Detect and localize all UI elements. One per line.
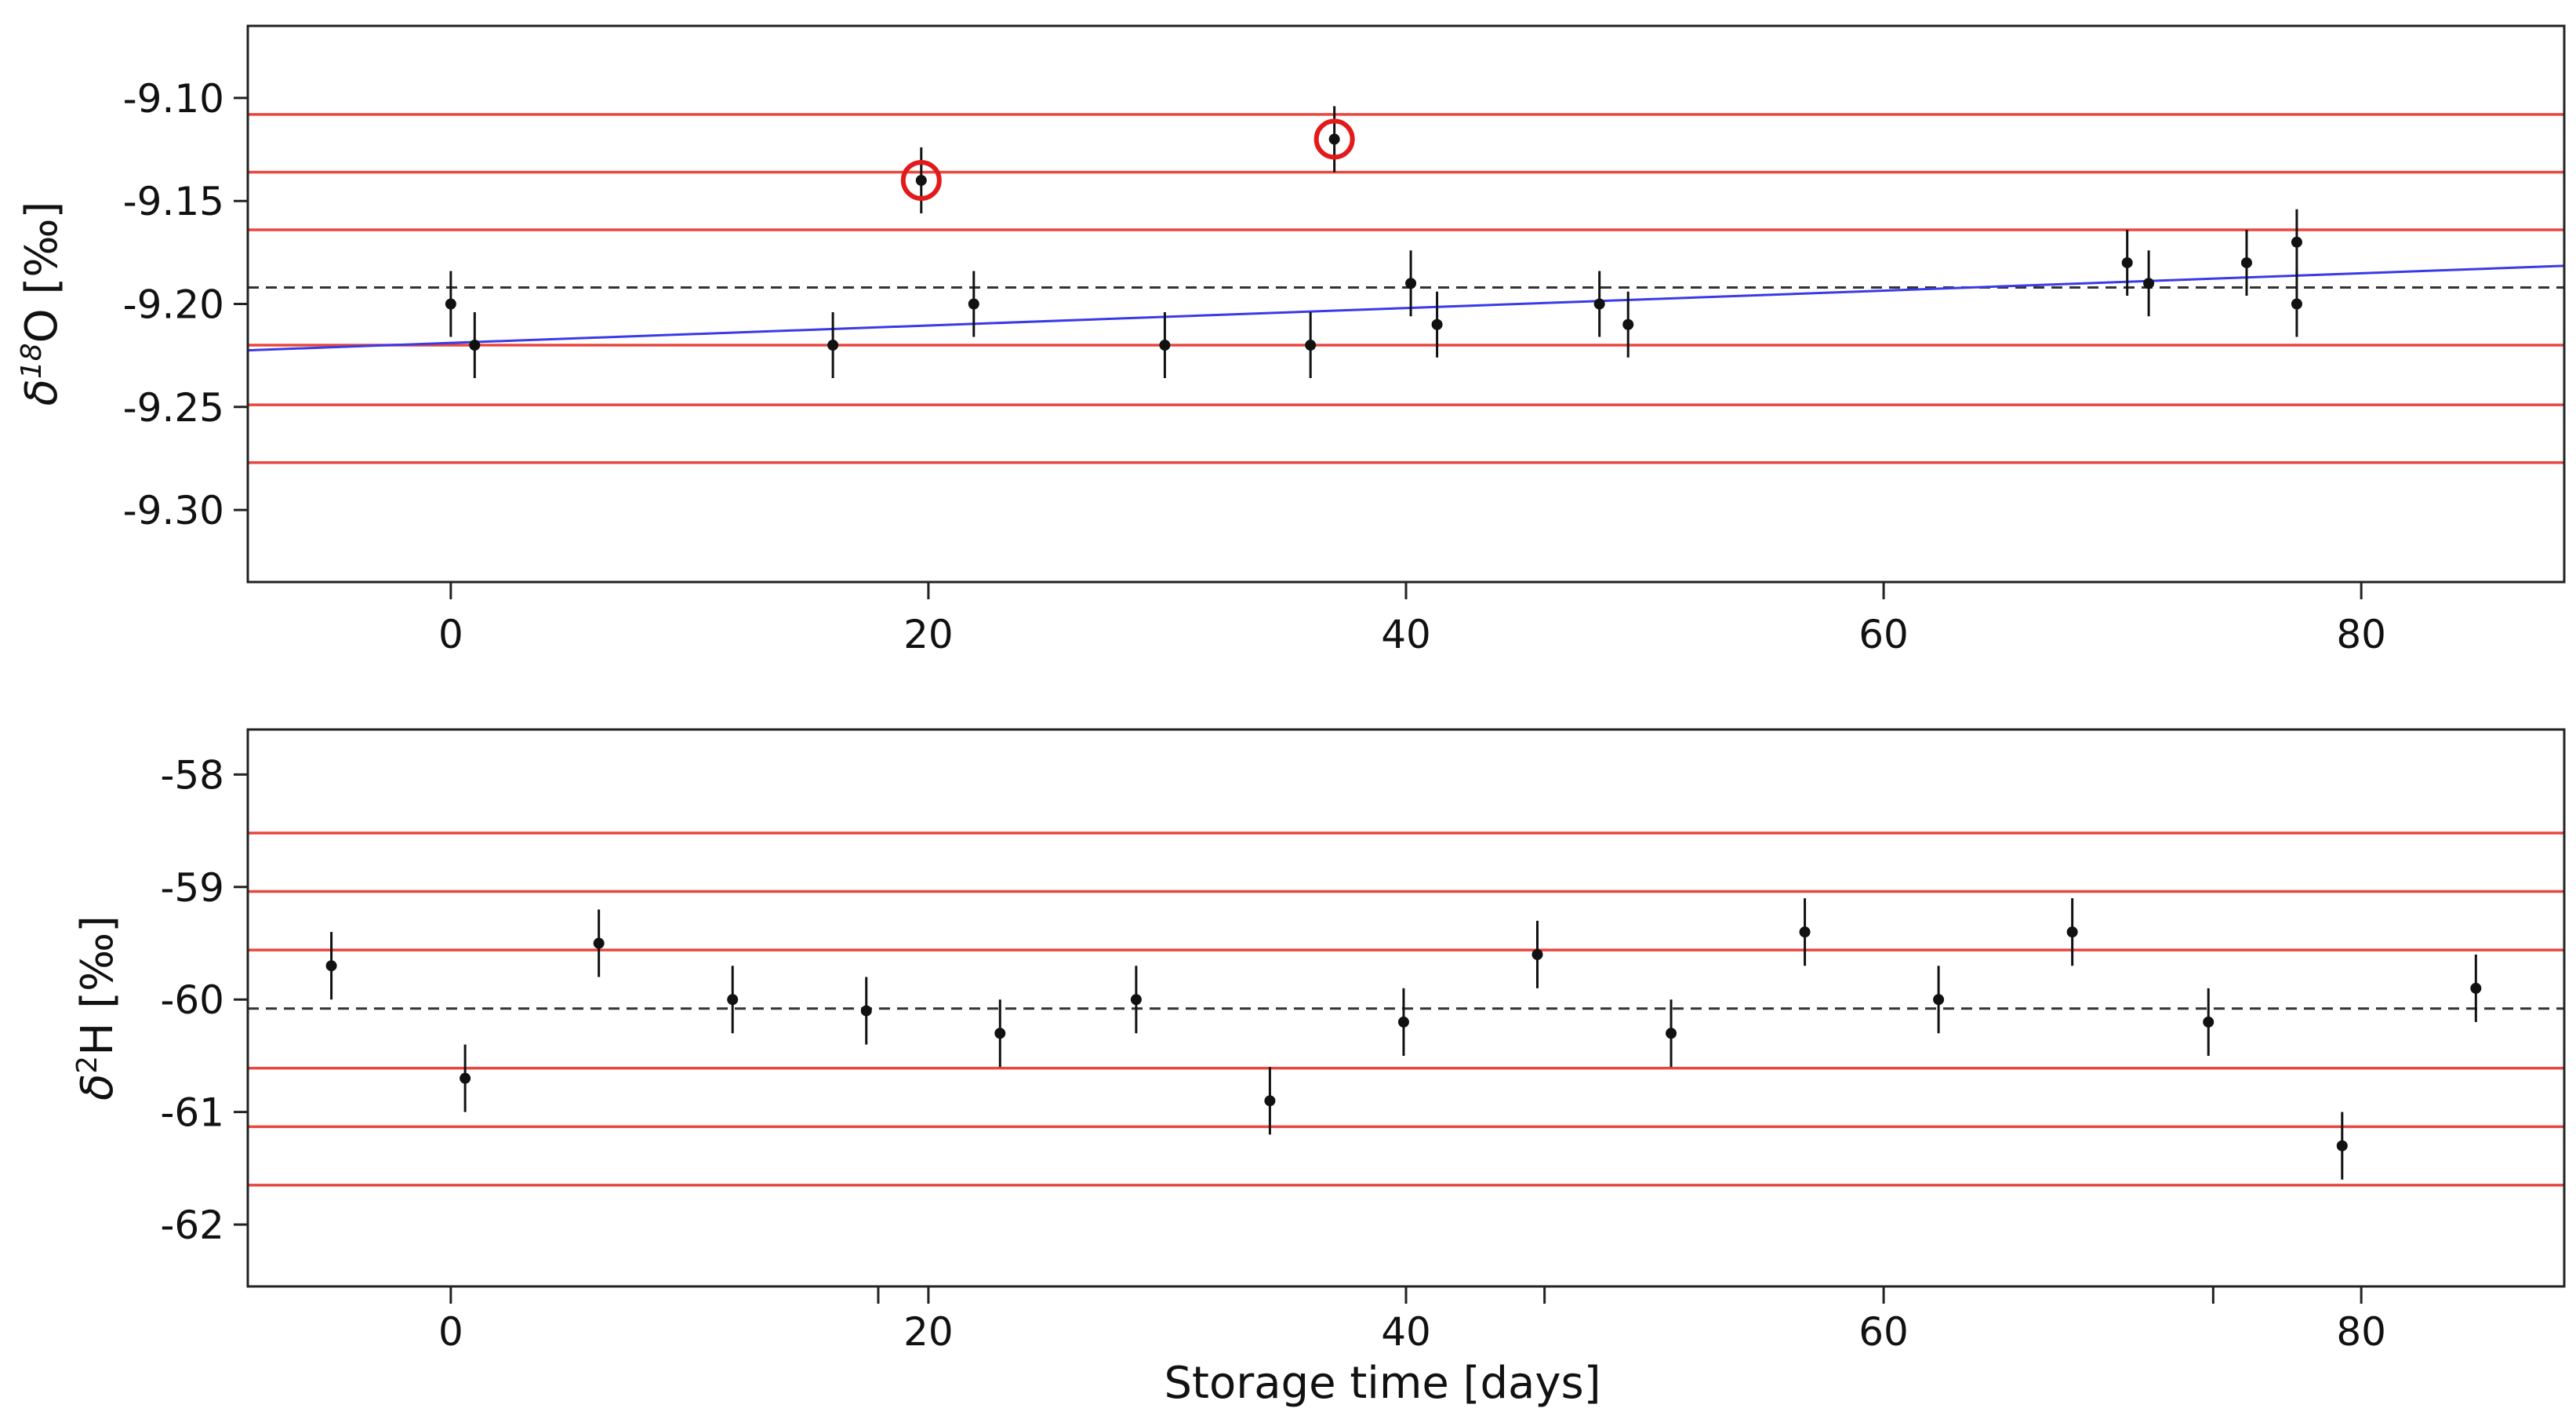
data-point-16 <box>2336 1140 2348 1152</box>
data-point-1 <box>325 960 337 972</box>
data-point-14 <box>2066 926 2078 938</box>
data-point-15 <box>2240 257 2252 268</box>
y-label-symbol: δ <box>72 1074 123 1101</box>
data-point-5 <box>860 1005 872 1017</box>
data-point-11 <box>1593 298 1605 310</box>
x-tick-label-20: 20 <box>903 612 954 657</box>
y-tick-label-5: -9.30 <box>123 488 224 533</box>
y-label-sup: 18 <box>16 343 48 379</box>
data-point-13 <box>1933 994 1945 1006</box>
data-point-16 <box>2291 236 2302 248</box>
outlier-marker-4 <box>900 159 942 201</box>
x-tick-label-20: 20 <box>903 1309 954 1355</box>
data-point-1 <box>445 298 456 310</box>
outlier-marker-8 <box>1313 118 1355 160</box>
y-tick-label-1: -58 <box>160 752 224 798</box>
y-tick-label-2: -59 <box>160 865 224 911</box>
y-tick-label-4: -9.25 <box>123 385 224 431</box>
y-tick-label-3: -60 <box>160 977 224 1023</box>
data-point-6 <box>994 1028 1006 1039</box>
x-tick-label-40: 40 <box>1381 612 1431 657</box>
x-axis-label: Storage time [days] <box>1164 1358 1600 1409</box>
panel-d2H: 0 20 40 60 80 -58 -59 -60 -61 -62 δ2H [‰] Storage t… <box>71 728 2566 1409</box>
data-point-10 <box>1531 948 1543 960</box>
data-point-7 <box>1130 994 1142 1006</box>
data-point-11 <box>1666 1028 1677 1039</box>
data-point-6 <box>1159 340 1171 351</box>
y-axis-label: δ2H [‰] <box>71 915 123 1101</box>
y-label-unit: [‰] <box>16 202 67 295</box>
y-label-sup: 2 <box>71 1056 104 1074</box>
x-tick-label-60: 60 <box>1858 1309 1909 1355</box>
y-label-element: O <box>16 294 67 343</box>
x-tick-label-80: 80 <box>2336 1309 2386 1355</box>
y-tick-label-5: -62 <box>160 1203 224 1248</box>
plot-area-d18O <box>248 106 2564 464</box>
data-point-7 <box>1305 340 1317 351</box>
plot-frame <box>246 24 2566 584</box>
data-point-3 <box>827 340 839 351</box>
data-point-2 <box>469 340 481 351</box>
y-tick-label-1: -9.10 <box>123 76 224 122</box>
data-point-2 <box>460 1072 471 1084</box>
panel-d18O: 0 20 40 60 80 -9.10 -9.15 -9.20 -9.25 -9.30 δ18O [… <box>16 24 2566 657</box>
x-tick-label-80: 80 <box>2336 612 2386 657</box>
x-tick-label-40: 40 <box>1381 1309 1431 1355</box>
plot-area-d2H <box>248 831 2564 1187</box>
data-point-8 <box>1328 133 1340 145</box>
y-axis-label: δ18O [‰] <box>16 202 67 406</box>
x-tick-label-0: 0 <box>438 1309 463 1355</box>
x-tick-label-60: 60 <box>1858 612 1909 657</box>
data-point-4 <box>915 174 927 186</box>
data-point-5 <box>968 298 979 310</box>
data-point-8 <box>1264 1095 1276 1107</box>
y-label-unit: [‰] <box>72 915 123 1009</box>
trend-line <box>248 264 2564 352</box>
y-label-symbol: δ <box>16 379 67 406</box>
data-point-14 <box>2143 278 2155 289</box>
y-label-element: H <box>72 1009 123 1056</box>
data-point-17 <box>2291 298 2302 310</box>
data-point-17 <box>2470 982 2482 994</box>
data-point-10 <box>1431 318 1443 330</box>
data-point-12 <box>1799 926 1811 938</box>
data-point-4 <box>727 994 739 1006</box>
data-point-15 <box>2203 1016 2214 1028</box>
y-tick-label-4: -61 <box>160 1090 224 1136</box>
data-point-12 <box>1622 318 1634 330</box>
data-point-13 <box>2121 257 2133 268</box>
data-point-9 <box>1405 278 1417 289</box>
data-point-3 <box>593 937 605 949</box>
x-tick-label-0: 0 <box>438 612 463 657</box>
y-tick-label-3: -9.20 <box>123 282 224 328</box>
data-point-9 <box>1397 1016 1409 1028</box>
y-tick-label-2: -9.15 <box>123 179 224 224</box>
